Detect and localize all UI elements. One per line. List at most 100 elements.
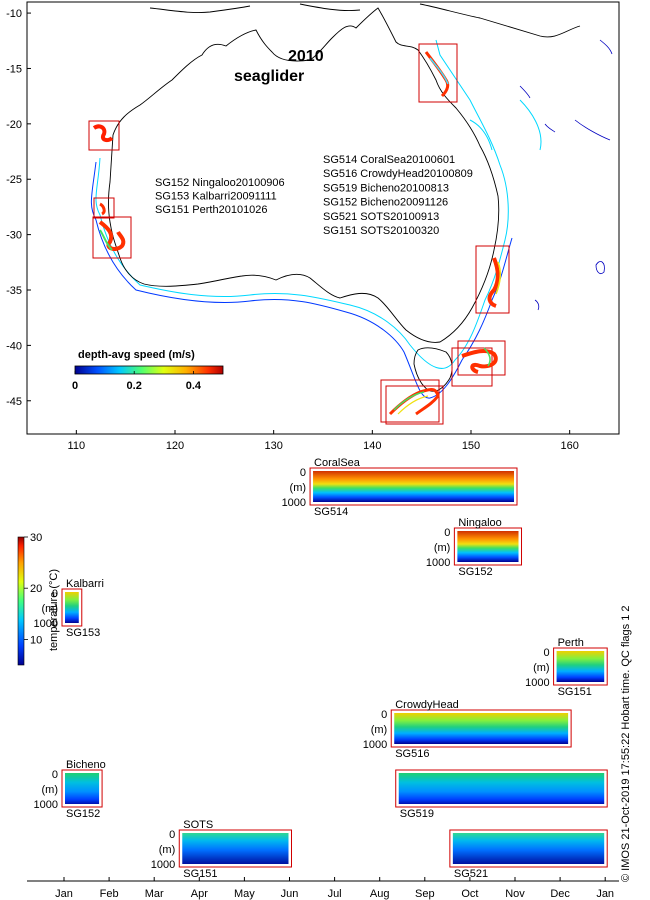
temperature-colorbar-ticks: 30 20 10 xyxy=(24,532,42,646)
month-tick-label: Aug xyxy=(370,888,390,900)
deployment-glider-label: SG152 xyxy=(458,566,492,578)
pacific-islands xyxy=(519,39,613,311)
map-x-tick-label: 150 xyxy=(462,440,480,452)
deployment-site-label: Ningaloo xyxy=(458,517,501,529)
temperature-colorbar-tick-label: 20 xyxy=(30,583,42,595)
temperature-section xyxy=(65,592,79,623)
temperature-section xyxy=(182,833,289,864)
deployment-panel-crowdyhead: CrowdyHead 0 (m) 1000 SG516 xyxy=(363,699,572,760)
temperature-section xyxy=(452,833,605,864)
temperature-section xyxy=(398,773,605,804)
map-x-tick-label: 160 xyxy=(560,440,578,452)
australia-coastline xyxy=(108,7,500,343)
depth-tick-bottom: 1000 xyxy=(151,859,175,871)
deployment-site-label: Bicheno xyxy=(66,759,106,771)
month-tick-label: Mar xyxy=(145,888,164,900)
right-deployment-entry: SG519 Bicheno20100813 xyxy=(323,182,449,194)
deployment-box xyxy=(309,467,518,506)
depth-tick-top: 0 xyxy=(300,467,306,479)
speed-colorbar-tick-label: 0.2 xyxy=(127,380,142,392)
map-x-tick-label: 110 xyxy=(68,440,86,452)
month-tick-label: May xyxy=(234,888,255,900)
temperature-colorbar-tick-label: 30 xyxy=(30,532,42,544)
right-deployment-list: SG514 CoralSea20100601 SG516 CrowdyHead20… xyxy=(323,154,473,237)
deployment-glider-label: SG514 xyxy=(314,506,348,518)
map-x-tick-label: 140 xyxy=(363,440,381,452)
right-deployment-entry: SG514 CoralSea20100601 xyxy=(323,154,455,166)
map-y-tick-label: -15 xyxy=(6,63,22,75)
deployment-box xyxy=(453,527,523,566)
speed-colorbar-tick-label: 0 xyxy=(72,380,78,392)
left-deployment-list: SG152 Ningaloo20100906 SG153 Kalbarri2009… xyxy=(155,177,285,216)
month-tick-label: Sep xyxy=(415,888,435,900)
deployment-site-label: CoralSea xyxy=(314,457,361,469)
map-geography xyxy=(88,3,613,425)
track-coralsea xyxy=(418,43,458,103)
deployment-box xyxy=(449,829,608,868)
speed-colorbar-label: depth-avg speed (m/s) xyxy=(78,349,195,361)
deployment-box xyxy=(61,588,83,627)
temperature-colorbar: 30 20 10 temperature (°C) xyxy=(17,532,60,666)
depth-axis-label: (m) xyxy=(159,844,176,856)
map-panel: 110 120 130 140 150 160 -10 -15 -20 -25 -30 -35 -40 -… xyxy=(6,1,620,452)
depth-tick-bottom: 1000 xyxy=(34,618,58,630)
track-perth xyxy=(92,216,132,259)
map-title-year: 2010 xyxy=(288,48,324,65)
temperature-colorbar-tick-label: 10 xyxy=(30,634,42,646)
map-x-tick-label: 130 xyxy=(264,440,282,452)
month-tick-label: Dec xyxy=(550,888,570,900)
temperature-colorbar-ramp xyxy=(17,536,25,666)
depth-axis-label: (m) xyxy=(42,784,59,796)
map-axis-ticks: 110 120 130 140 150 160 -10 -15 -20 -25 -30 -35 -40 -… xyxy=(6,8,579,452)
depth-axis-label: (m) xyxy=(371,724,388,736)
month-tick-label: Jan xyxy=(596,888,614,900)
timeline-panel: Jan Feb Mar Apr May Jun Jul Aug Sep Oct Nov Dec Jan … xyxy=(17,457,619,900)
left-deployment-entry: SG153 Kalbarri20091111 xyxy=(155,191,277,203)
deployment-site-label: Perth xyxy=(558,637,584,649)
speed-colorbar-ramp xyxy=(74,365,224,375)
deployment-box xyxy=(553,647,608,686)
temperature-colorbar-label: temperature (°C) xyxy=(48,569,60,651)
month-tick-label: Jul xyxy=(328,888,342,900)
right-deployment-entry: SG521 SOTS20100913 xyxy=(323,211,439,223)
map-y-tick-label: -35 xyxy=(6,285,22,297)
shelf-contour-cyan-ne xyxy=(469,99,542,151)
right-deployment-entry: SG152 Bicheno20091126 xyxy=(323,197,448,209)
deployment-box xyxy=(390,709,572,748)
depth-tick-top: 0 xyxy=(381,709,387,721)
deployment-site-label: SOTS xyxy=(183,819,213,831)
deployment-site-label: Kalbarri xyxy=(66,578,104,590)
map-y-tick-label: -10 xyxy=(6,8,22,20)
left-deployment-entry: SG152 Ningaloo20100906 xyxy=(155,177,285,189)
month-tick-label: Feb xyxy=(100,888,119,900)
track-kalbarri xyxy=(93,197,115,219)
speed-colorbar: depth-avg speed (m/s) 0 0.2 0.4 xyxy=(72,349,224,392)
deployment-glider-label: SG521 xyxy=(454,868,488,880)
deployment-panel-sg521: SG521 xyxy=(449,829,608,880)
depth-tick-bottom: 1000 xyxy=(34,799,58,811)
depth-tick-bottom: 1000 xyxy=(282,497,306,509)
temperature-section xyxy=(556,651,605,682)
track-bicheno xyxy=(451,340,506,387)
temperature-section xyxy=(65,773,100,804)
depth-axis-label: (m) xyxy=(434,542,451,554)
right-deployment-entry: SG516 CrowdyHead20100809 xyxy=(323,168,473,180)
speed-colorbar-ticks: 0 0.2 0.4 xyxy=(72,371,202,392)
imos-watermark: © IMOS 21-Oct-2019 17:55:22 Hobart time.… xyxy=(620,605,632,882)
deployment-panel-bicheno: Bicheno 0 (m) 1000 SG152 xyxy=(34,759,106,820)
depth-tick-top: 0 xyxy=(52,588,58,600)
tasmania-coastline xyxy=(413,347,453,392)
deployment-glider-label: SG151 xyxy=(183,868,217,880)
track-ningaloo xyxy=(88,120,120,151)
new-guinea-coastline xyxy=(149,3,581,38)
depth-tick-bottom: 1000 xyxy=(525,677,549,689)
deployment-box xyxy=(61,769,103,808)
map-axes-frame xyxy=(26,1,620,435)
deployment-glider-label: SG152 xyxy=(66,808,100,820)
map-y-tick-label: -30 xyxy=(6,230,22,242)
temperature-section xyxy=(394,713,569,744)
deployment-panel-sots: SOTS 0 (m) 1000 SG151 xyxy=(151,819,292,880)
month-tick-label: Oct xyxy=(461,888,478,900)
right-deployment-entry: SG151 SOTS20100320 xyxy=(323,225,439,237)
deployment-panel-kalbarri: Kalbarri 0 (m) 1000 SG153 xyxy=(34,578,104,639)
